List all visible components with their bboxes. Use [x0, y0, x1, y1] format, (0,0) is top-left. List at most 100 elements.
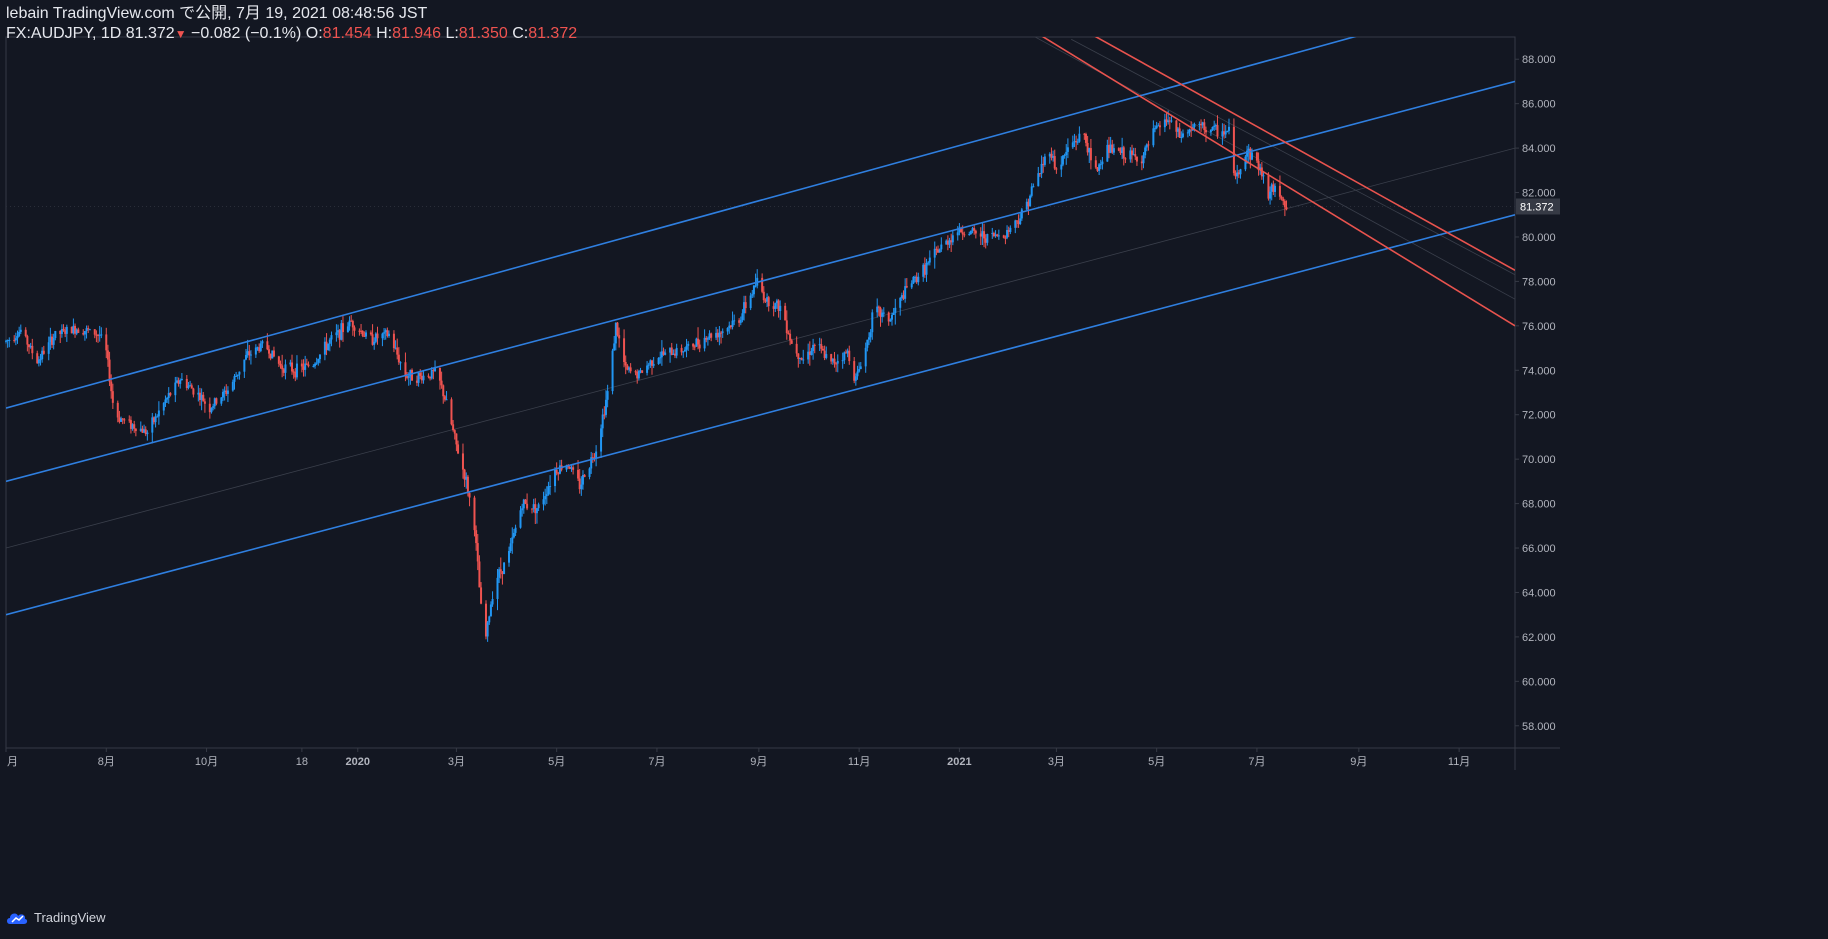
candle	[636, 369, 639, 384]
candle	[360, 323, 363, 335]
candle	[358, 328, 361, 336]
candle-body	[1168, 120, 1171, 122]
candle	[604, 390, 607, 418]
candle-body	[1088, 148, 1091, 153]
candle	[532, 498, 535, 513]
candle-body	[452, 424, 455, 431]
candle	[925, 258, 928, 282]
candle	[795, 336, 798, 357]
candle	[902, 290, 905, 301]
candle-body	[672, 353, 675, 355]
candle	[1144, 145, 1147, 159]
candle	[325, 333, 328, 356]
candle	[87, 325, 90, 334]
candle	[879, 306, 882, 327]
candle	[292, 369, 295, 379]
candle	[189, 380, 192, 387]
candle-body	[118, 417, 121, 422]
candle-body	[1175, 120, 1178, 132]
candle	[248, 344, 251, 361]
candle-body	[1030, 186, 1033, 196]
candle-body	[848, 350, 851, 362]
time-tick-label: 9月	[750, 756, 767, 768]
candle	[751, 290, 754, 298]
candle-body	[1019, 218, 1022, 225]
candle-body	[338, 330, 341, 340]
candle	[1063, 153, 1066, 159]
candle-body	[1065, 151, 1068, 156]
tradingview-cloud-icon	[7, 913, 28, 924]
candle-body	[486, 622, 489, 637]
candle-body	[744, 302, 747, 309]
candle-body	[766, 297, 769, 302]
candle-body	[363, 335, 366, 337]
symbol-label[interactable]: FX:AUDJPY, 1D	[6, 25, 122, 42]
candle	[304, 355, 307, 377]
candle-body	[614, 322, 617, 344]
candle-body	[88, 329, 91, 331]
candle-body	[892, 312, 895, 315]
candle-body	[152, 417, 155, 423]
candle-body	[904, 286, 907, 299]
time-tick-label: 7月	[648, 756, 665, 768]
candle-body	[1083, 133, 1086, 135]
candle-body	[1213, 125, 1216, 128]
candle-body	[491, 598, 494, 605]
candle-body	[830, 354, 833, 362]
candle-body	[877, 306, 880, 308]
candle	[1152, 120, 1155, 148]
candle-body	[330, 335, 333, 340]
candle-body	[1181, 133, 1184, 137]
candle	[143, 424, 146, 433]
price-axis[interactable]: 58.000 60.000 62.000 64.000 66.000 68.000 70.0…	[1515, 54, 1560, 733]
candle-body	[854, 376, 857, 381]
candle	[728, 321, 731, 334]
candle	[116, 400, 119, 423]
candle-body	[82, 332, 85, 335]
candle	[1053, 149, 1056, 171]
footer-brand[interactable]: TradingView	[6, 910, 106, 925]
candle-body	[6, 340, 9, 342]
candle-body	[236, 374, 239, 376]
candle	[825, 346, 828, 360]
trendline-channel-upper	[6, 37, 1357, 409]
candle-body	[660, 351, 663, 358]
candle	[105, 327, 108, 359]
candle-body	[963, 234, 966, 236]
candle	[790, 338, 793, 344]
candle	[1269, 186, 1272, 205]
time-tick-label: 10月	[195, 756, 218, 768]
candle	[386, 327, 389, 338]
candle	[221, 388, 224, 402]
price-tick-label: 88.000	[1522, 54, 1556, 66]
candle-body	[743, 302, 746, 314]
candle	[167, 387, 170, 404]
candle-body	[739, 319, 742, 323]
candle	[478, 555, 481, 588]
candle	[373, 337, 376, 350]
candle	[1061, 155, 1064, 167]
candle-body	[1075, 141, 1078, 143]
candle-body	[675, 347, 678, 356]
candle-body	[13, 339, 16, 341]
time-axis[interactable]: 月 8月 10月 18 2020 3月 5月 7月 9月 11月 2021 3月 5月 7月 9月 11月	[5, 748, 1470, 768]
candle-body	[279, 363, 282, 366]
price-tick-label: 72.000	[1522, 410, 1556, 422]
candle-body	[346, 326, 349, 333]
candle	[28, 344, 31, 354]
candle-body	[394, 347, 397, 349]
candle-body	[731, 320, 734, 328]
low-value: 81.350	[458, 25, 508, 42]
candle-body	[698, 344, 701, 349]
candle	[922, 263, 925, 282]
trendline-down-lower	[1041, 37, 1515, 327]
candle-body	[1221, 131, 1224, 137]
candle	[369, 330, 372, 336]
candle	[973, 224, 976, 235]
candle	[981, 222, 984, 246]
candle-body	[1247, 148, 1250, 151]
candle-body	[1255, 152, 1258, 161]
candle-body	[1216, 125, 1219, 137]
candle-body	[1165, 119, 1168, 123]
